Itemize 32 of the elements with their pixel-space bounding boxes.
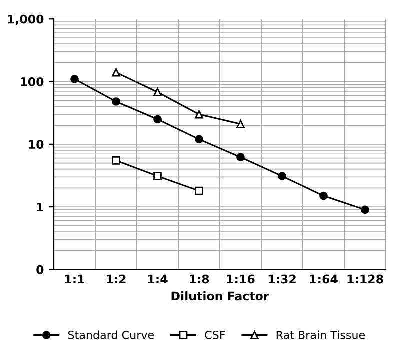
point — [154, 115, 162, 124]
point — [70, 75, 79, 84]
x-axis-title: Dilution Factor — [172, 292, 270, 301]
point — [195, 186, 204, 196]
x-tick-label: 1:16 — [227, 274, 255, 284]
legend-label: Rat Brain Tissue — [276, 330, 366, 340]
point — [154, 172, 162, 180]
point — [195, 135, 204, 144]
x-tick-label: 1:32 — [268, 274, 296, 284]
point — [278, 172, 286, 180]
y-tick-label: 1 — [37, 202, 44, 212]
x-tick-label: 1:64 — [310, 274, 338, 284]
y-tick-label: 100 — [20, 78, 44, 86]
legend-label: Standard Curve — [68, 330, 154, 340]
x-tick-label: 1:1 — [66, 274, 85, 284]
point — [236, 153, 245, 162]
legend-label: CSF — [205, 330, 226, 340]
point — [112, 156, 120, 165]
point — [112, 68, 120, 77]
point — [112, 98, 120, 106]
y-tick-label: 10 — [29, 140, 44, 150]
point — [236, 120, 245, 128]
x-tick-label: 1:8 — [190, 274, 210, 284]
x-tick-label: 1:4 — [148, 274, 168, 284]
point — [195, 110, 204, 119]
point — [361, 206, 370, 214]
x-tick-label: 1:128 — [348, 274, 384, 284]
x-tick-label: 1:2 — [107, 274, 126, 284]
point — [154, 88, 162, 96]
y-tick-label: 0 — [36, 265, 44, 274]
point — [320, 192, 328, 200]
y-tick-label: 1,000 — [8, 14, 44, 26]
